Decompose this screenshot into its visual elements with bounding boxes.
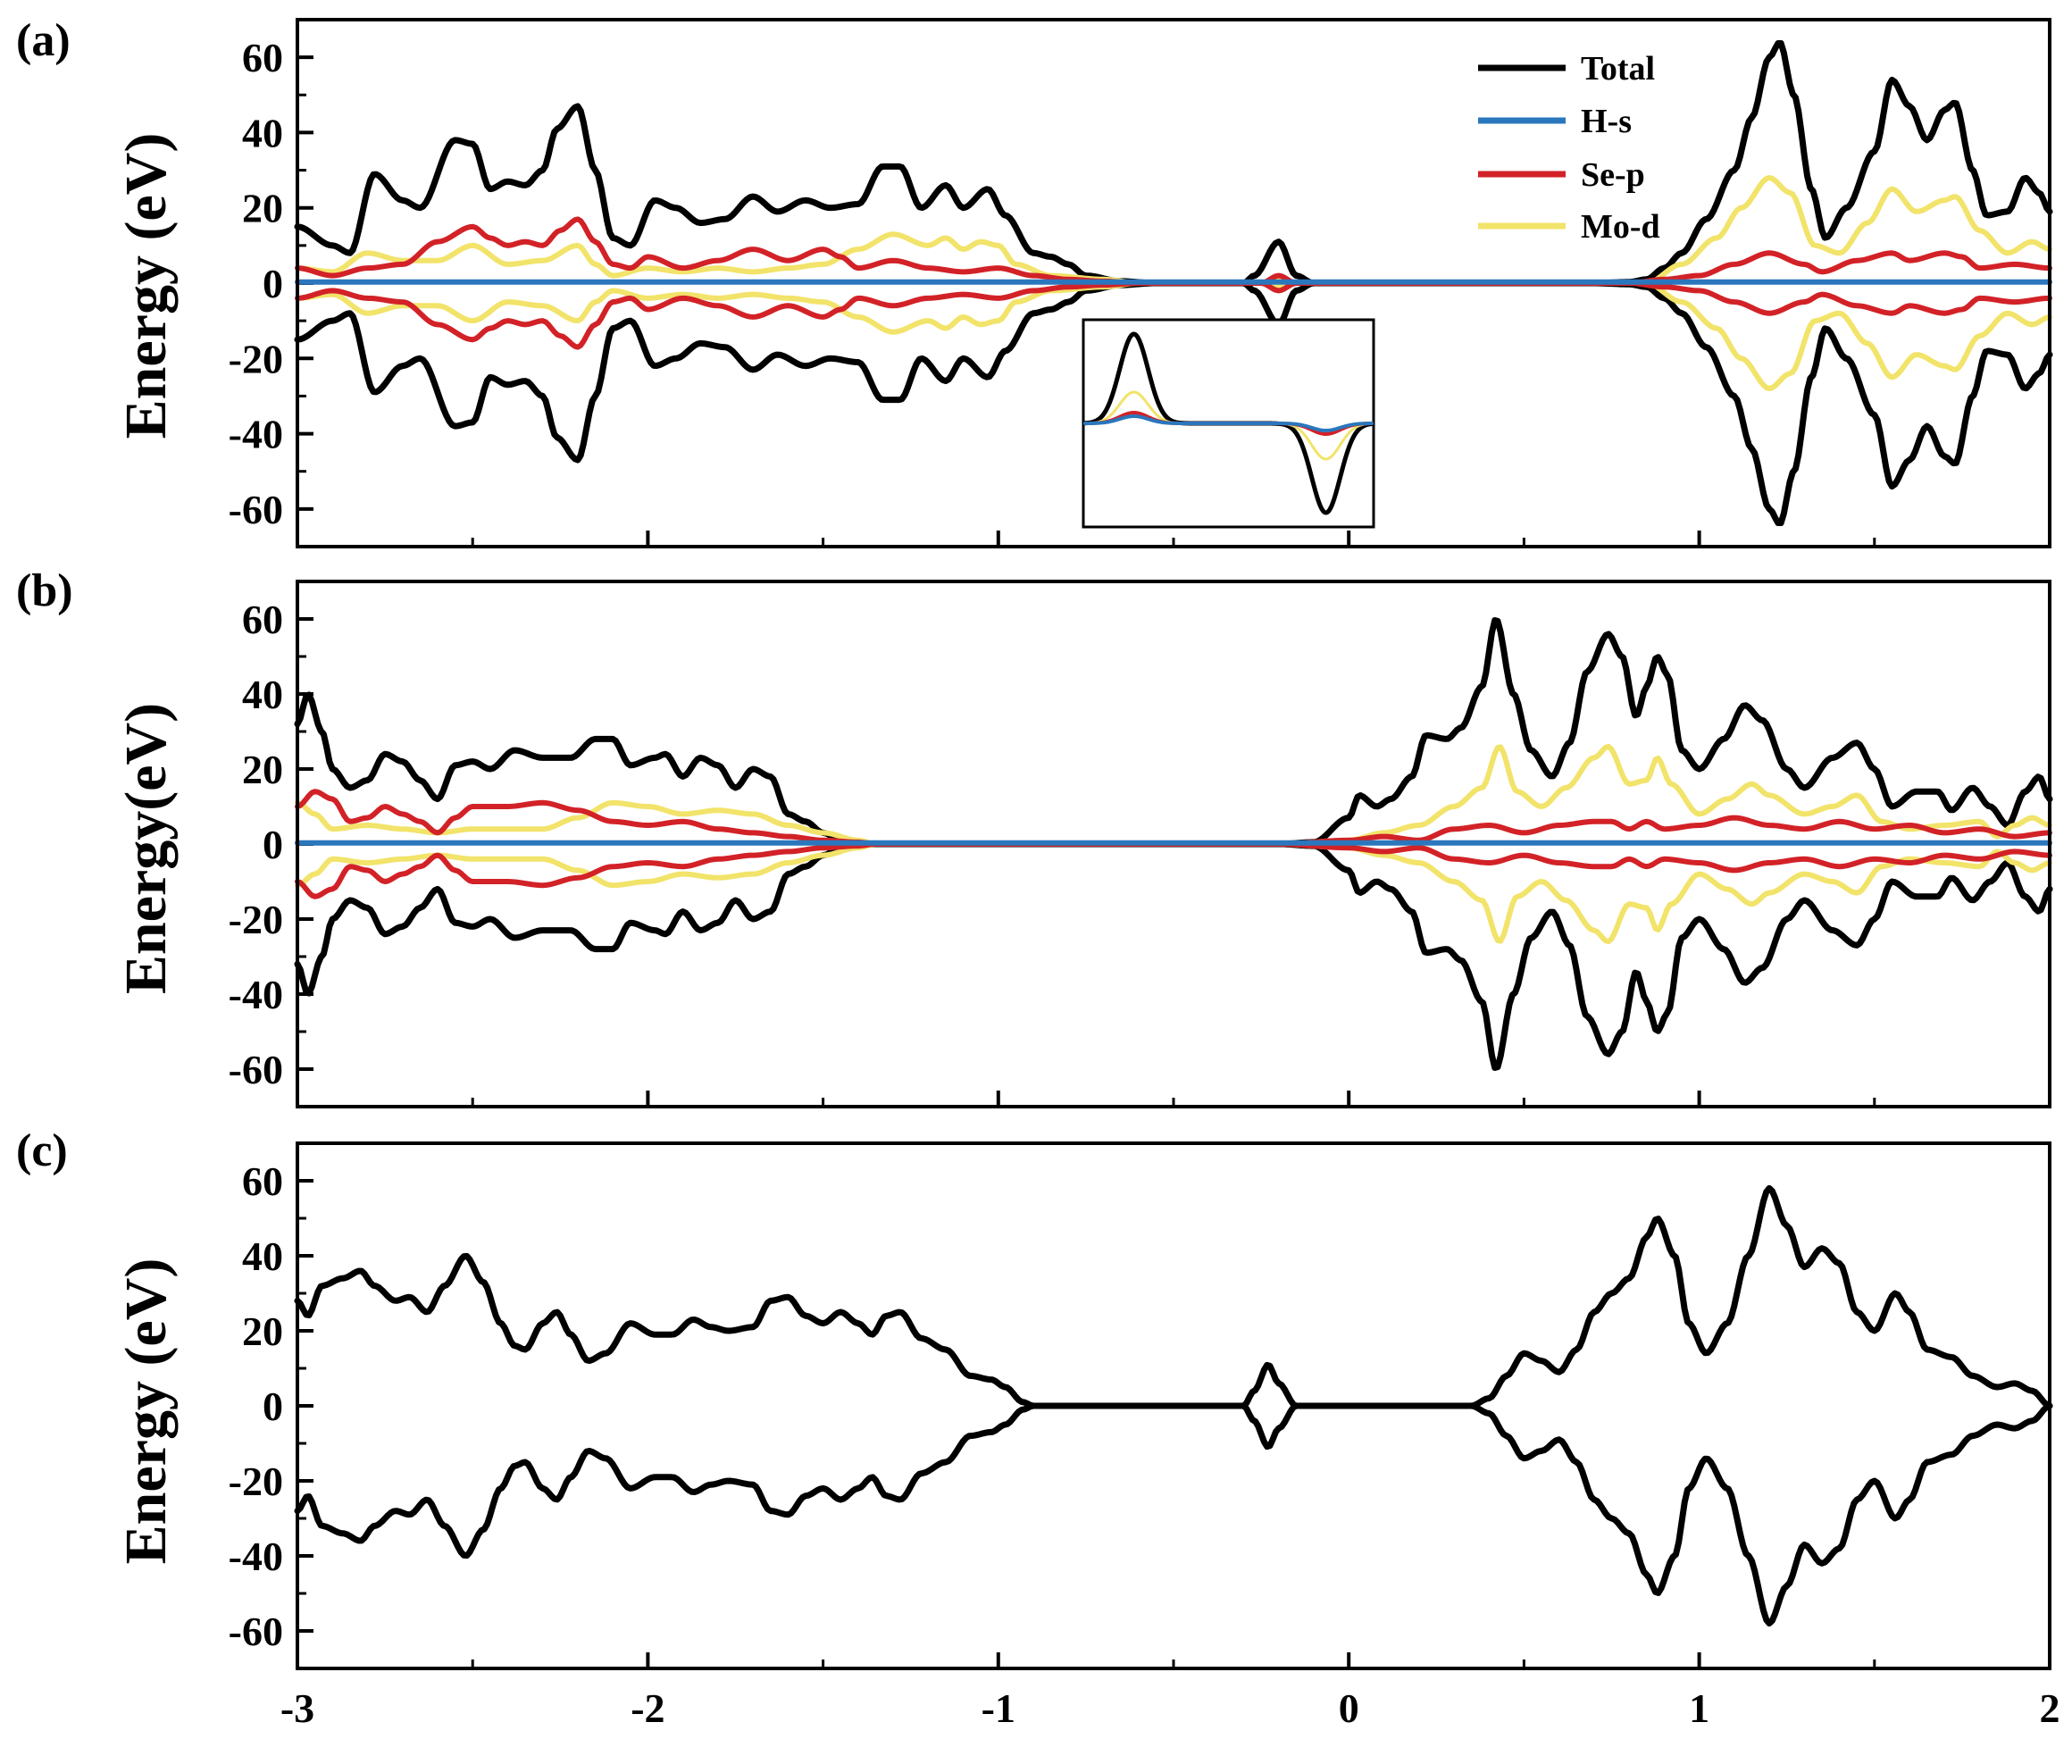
y-axis-label-a: Energy (eV): [113, 133, 179, 439]
plot-frame-a: [296, 18, 2051, 548]
inset-plot: [1082, 318, 1375, 529]
y-tick-label: 60: [242, 1158, 283, 1204]
y-axis-label-c: Energy (eV): [113, 1258, 179, 1565]
series-total-down: [294, 840, 2053, 1072]
y-tick-label: 20: [242, 1308, 283, 1354]
y-tick-label: -60: [229, 1609, 283, 1654]
y-tick-label: -20: [229, 336, 283, 381]
plot-frame-b: [296, 580, 2051, 1108]
y-tick-label: -20: [229, 1459, 283, 1504]
y-tick-label: 60: [242, 597, 283, 642]
inset-curves: [1082, 331, 1374, 515]
y-tick-label: -60: [229, 1047, 283, 1092]
x-tick-label: 2: [2040, 1685, 2060, 1731]
y-tick-label: 0: [263, 261, 283, 306]
legend-label-se-p: Se-p: [1581, 156, 1645, 194]
y-tick-label: -40: [229, 972, 283, 1017]
plot-area-b: -60 -40 -20 0 20 40 60: [229, 597, 2053, 1107]
x-tick-label: -3: [280, 1685, 314, 1731]
panel-a: (a) Energy (eV) -60 -40 -20 0 20 40 60 Total H…: [16, 15, 2053, 548]
x-tick-label: -1: [982, 1685, 1015, 1731]
panel-label-c: (c): [16, 1125, 68, 1176]
inset-series-h-s: [1083, 414, 1374, 432]
y-tick-label: 0: [263, 822, 283, 867]
y-axis-label-b: Energy(eV): [113, 703, 179, 994]
series-total-up: [294, 39, 2053, 287]
y-tick-label: -20: [229, 897, 283, 942]
legend-label-mo-d: Mo-d: [1581, 208, 1660, 246]
y-tick-label: 20: [242, 186, 283, 231]
series-total-down: [294, 1402, 2053, 1627]
x-tick-label: 1: [1689, 1685, 1709, 1731]
panel-b: (b) Energy(eV) -60 -40 -20 0 20 40 60: [16, 565, 2053, 1108]
x-tick-label: -2: [631, 1685, 664, 1731]
plot-area-c: -60 -40 -20 0 20 40 60: [229, 1158, 2053, 1668]
series-total-up: [294, 1184, 2053, 1409]
y-tick-label: 40: [242, 1233, 283, 1279]
y-tick-label: -60: [229, 487, 283, 532]
plot-frame-c: [296, 1141, 2051, 1670]
panel-label-b: (b): [16, 565, 73, 616]
plot-area-a: -60 -40 -20 0 20 40 60: [229, 35, 2053, 547]
series-total-up: [294, 616, 2053, 848]
legend-label-total: Total: [1581, 50, 1655, 88]
series-se-p-up: [295, 789, 2052, 847]
panel-label-a: (a): [16, 15, 71, 66]
y-tick-label: -40: [229, 412, 283, 457]
x-tick-label: 0: [1339, 1685, 1359, 1731]
series-se-p-down: [295, 841, 2052, 899]
y-tick-label: 20: [242, 747, 283, 792]
legend: Total H-s Se-p Mo-d: [1478, 50, 1660, 246]
y-tick-label: 40: [242, 110, 283, 155]
y-tick-label: 40: [242, 672, 283, 717]
y-tick-label: 60: [242, 35, 283, 80]
x-axis-tick-labels: -3 -2 -1 0 1 2: [280, 1685, 2060, 1731]
panel-c: (c) Energy (eV) -60 -40 -20 0 20 40 60: [16, 1125, 2053, 1670]
legend-label-h-s: H-s: [1581, 103, 1632, 140]
y-tick-label: -40: [229, 1534, 283, 1579]
y-tick-label: 0: [263, 1384, 283, 1429]
